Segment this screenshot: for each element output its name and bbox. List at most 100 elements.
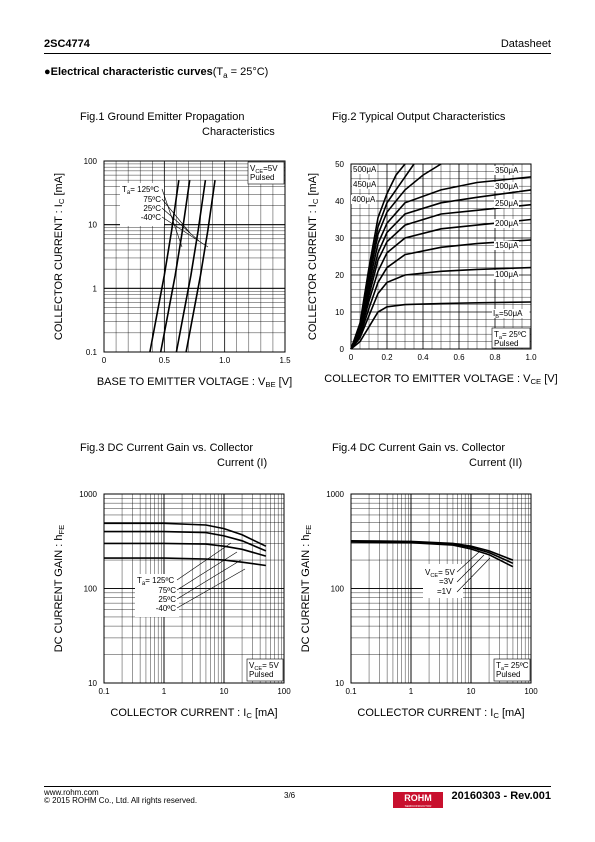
fig1-leader-line [161,188,183,248]
revision: 20160303 - Rev.001 [451,790,552,802]
fig4-ylabel: DC CURRENT GAIN : hFE [300,525,313,653]
fig3-chart: Fig.3 DC Current Gain vs. Collector Curre… [53,442,291,720]
fig2-curve-label: 400μA [352,195,376,204]
rohm-logo: ROHM SEMICONDUCTOR [393,792,443,808]
fig1-series-line [159,180,191,353]
fig2-curve-label-bg [494,219,519,228]
fig4-ytick-label: 10 [335,679,344,688]
fig2-series-line [350,266,532,350]
fig1-cond-text: Pulsed [250,173,274,182]
fig3-leader-line [176,542,232,581]
fig2-series-line [350,163,406,350]
fig1-xtick-label: 0 [102,356,107,365]
fig1-xtick-label: 1.0 [219,356,231,365]
fig2-curve-label: 450μA [353,180,377,189]
footer-rule [44,786,551,787]
fig1-xtick-label: 0.5 [159,356,171,365]
fig3-series-line [104,530,267,552]
fig2-ytick-label: 0 [340,345,345,354]
fig3-leader-line [176,551,238,591]
fig2-curve-label: 500μA [353,165,377,174]
page-number: 3/6 [284,791,296,800]
fig2-xtick-label: 0 [349,353,354,362]
section-cond-sub: a [223,71,228,81]
fig1-ytick-label: 1 [93,284,98,293]
fig4-legend-label: =1V [437,587,452,596]
fig1-leader-line [161,216,209,248]
fig2-title-line1: Fig.2 Typical Output Characteristics [332,111,506,123]
fig1-legend-title: Ta= 125ºC [122,185,159,196]
fig1-leader-line [161,198,191,234]
doc-type: Datasheet [500,38,551,50]
fig3-ytick-label: 10 [88,679,97,688]
fig2-series-line [350,239,532,350]
logo-subtext: SEMICONDUCTOR [404,804,432,808]
fig3-title-line2: Current (I) [217,457,267,469]
fig4-title-line2: Current (II) [469,457,522,469]
fig1-legend-bg [120,183,164,226]
fig4-leader-line [456,557,491,593]
fig4-frame [350,493,532,684]
fig2-ytick-label: 40 [335,197,344,206]
fig3-frame [103,493,285,684]
fig3-cond-box [246,658,284,682]
fig1-legend-label: -40ºC [141,213,161,222]
fig4-xtick-label: 10 [467,687,476,696]
header-rule [44,53,551,54]
fig2-curve-label: IB=50μA [493,309,523,320]
fig1-frame [103,160,286,353]
fig2-xtick-label: 0.4 [417,353,429,362]
fig2-curve-label: 250μA [495,199,519,208]
fig2-curve-label-bg [494,241,519,250]
fig4-ytick-label: 1000 [326,490,344,499]
fig1-series-line [175,180,207,353]
footer-url[interactable]: www.rohm.com [44,788,99,797]
fig1-legend-label: 25ºC [143,204,161,213]
fig3-series-line [104,542,267,557]
fig4-xtick-label: 1 [409,687,414,696]
fig2-curve-label: 100μA [495,270,519,279]
fig1-ylabel: COLLECTOR CURRENT : IC [mA] [53,173,66,340]
fig3-series-line [104,557,267,567]
fig3-legend-label: 75ºC [158,586,176,595]
fig4-legend-label: =3V [439,577,454,586]
fig1-chart: Fig.1 Ground Emitter Propagation Characte… [53,111,292,389]
fig2-curve-label: 150μA [495,241,519,250]
section-cond-rest: = 25°C) [227,66,269,78]
fig2-ytick-label: 30 [335,234,344,243]
fig1-xtick-label: 1.5 [279,356,291,365]
fig2-curve-label-bg [352,165,377,174]
fig4-cond-text: Pulsed [496,670,520,679]
fig3-xlabel: COLLECTOR CURRENT : IC [mA] [110,707,277,720]
fig3-leader-line [176,568,246,609]
fig4-legend-bg [423,564,463,598]
fig2-cond-box [491,327,531,349]
fig1-legend-label: 75ºC [143,195,161,204]
fig4-cond-box [493,658,531,682]
fig2-curve-label: 200μA [495,219,519,228]
fig4-chart: Fig.4 DC Current Gain vs. Collector Curre… [300,442,538,720]
fig3-xtick-label: 1 [162,687,167,696]
fig1-xlabel: BASE TO EMITTER VOLTAGE : VBE [V] [97,376,292,389]
fig2-chart: Fig.2 Typical Output Characteristics 0 0.2… [307,111,558,386]
fig1-cond-box [247,161,285,185]
fig3-cond-text: VCE= 5V [249,661,279,672]
fig3-cond-text: Pulsed [249,670,273,679]
fig2-curve-label-bg [494,182,519,191]
fig2-curve-label: 300μA [495,182,519,191]
fig4-cond-text: Ta= 25ºC [496,661,529,672]
fig2-ytick-label: 20 [335,271,344,280]
fig1-ytick-label: 10 [88,221,97,230]
fig4-legend: VCE= 5V=3V=1V [423,551,491,598]
fig3-series-line [104,522,267,547]
fig2-xtick-label: 0.2 [381,353,393,362]
fig4-ytick-label: 100 [331,585,345,594]
fig2-curve-label-bg [494,166,519,175]
fig3-ylabel: DC CURRENT GAIN : hFE [53,525,66,653]
fig3-title-line1: Fig.3 DC Current Gain vs. Collector [80,442,253,454]
fig4-xtick-label: 100 [524,687,538,696]
part-number: 2SC4774 [44,38,90,50]
fig2-xtick-label: 0.8 [489,353,501,362]
